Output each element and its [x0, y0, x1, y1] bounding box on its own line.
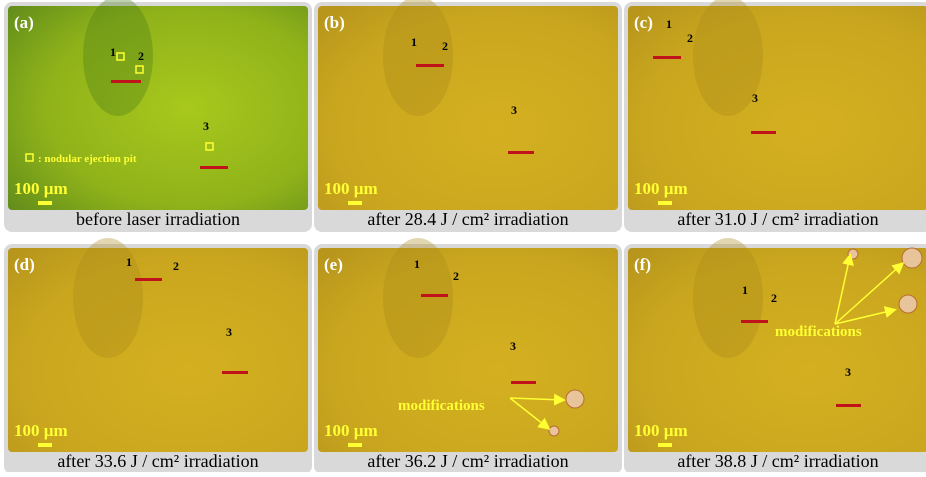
panel-label: (e)	[324, 255, 343, 274]
marker-bar	[741, 320, 768, 323]
point-label: 1	[411, 35, 417, 49]
point-label: 1	[742, 283, 748, 297]
scale-bar	[38, 201, 52, 205]
marker-bar	[111, 80, 141, 83]
marker-bar	[222, 371, 248, 374]
panel: (b) after 28.4 J / cm² irradiation 100 µm 1…	[314, 0, 622, 232]
marker-bar	[421, 294, 448, 297]
point-label: 1	[666, 17, 672, 31]
panel-label: (b)	[324, 13, 345, 32]
point-label: 3	[226, 325, 232, 339]
modification-spot	[549, 426, 559, 436]
panel: (d) after 33.6 J / cm² irradiation 100 µm 1…	[4, 238, 312, 472]
scale-bar	[348, 201, 362, 205]
panel-label: (d)	[14, 255, 35, 274]
point-label: 2	[442, 39, 448, 53]
marker-bar	[508, 151, 534, 154]
scale-bar-label: 100 µm	[324, 179, 378, 198]
scale-bar-label: 100 µm	[324, 421, 378, 440]
panel: (f) after 38.8 J / cm² irradiation 100 µm 1…	[624, 238, 926, 472]
point-label: 3	[752, 91, 758, 105]
marker-bar	[416, 64, 444, 67]
marker-bar	[751, 131, 776, 134]
annotation: modifications	[398, 398, 485, 414]
shadow	[693, 238, 763, 358]
modification-spot	[902, 248, 922, 268]
marker-bar	[200, 166, 228, 169]
marker-bar	[135, 278, 162, 281]
annotation: modifications	[775, 324, 862, 340]
point-label: 2	[138, 49, 144, 63]
point-label: 2	[687, 31, 693, 45]
point-label: 1	[414, 257, 420, 271]
point-label: 3	[510, 339, 516, 353]
caption: after 36.2 J / cm² irradiation	[367, 451, 568, 471]
scale-bar	[658, 443, 672, 447]
shadow	[383, 238, 453, 358]
marker-bar	[653, 56, 681, 59]
shadow	[383, 0, 453, 116]
panel: (e) after 36.2 J / cm² irradiation 100 µm 1…	[314, 238, 622, 472]
caption: before laser irradiation	[76, 209, 240, 229]
scale-bar	[38, 443, 52, 447]
scale-bar	[658, 201, 672, 205]
point-label: 3	[845, 365, 851, 379]
panel: (a) before laser irradiation 100 µm 1 2 3 : no…	[4, 0, 312, 232]
modification-spot	[566, 390, 584, 408]
panel-label: (a)	[14, 13, 34, 32]
caption: after 33.6 J / cm² irradiation	[57, 451, 258, 471]
point-label: 2	[771, 291, 777, 305]
caption: after 31.0 J / cm² irradiation	[677, 209, 878, 229]
panel-label: (f)	[634, 255, 651, 274]
legend-text: : nodular ejection pit	[38, 153, 137, 165]
scale-bar-label: 100 µm	[634, 421, 688, 440]
point-label: 1	[126, 255, 132, 269]
modification-spot	[899, 295, 917, 313]
panel: (c) after 31.0 J / cm² irradiation 100 µm 1…	[624, 0, 926, 232]
scale-bar-label: 100 µm	[14, 179, 68, 198]
shadow	[73, 238, 143, 358]
point-label: 3	[511, 103, 517, 117]
point-label: 3	[203, 119, 209, 133]
point-label: 1	[110, 45, 116, 59]
scale-bar	[348, 443, 362, 447]
point-label: 2	[453, 269, 459, 283]
point-label: 2	[173, 259, 179, 273]
panel-label: (c)	[634, 13, 653, 32]
caption: after 28.4 J / cm² irradiation	[367, 209, 568, 229]
marker-bar	[511, 381, 536, 384]
caption: after 38.8 J / cm² irradiation	[677, 451, 878, 471]
scale-bar-label: 100 µm	[14, 421, 68, 440]
marker-bar	[836, 404, 861, 407]
scale-bar-label: 100 µm	[634, 179, 688, 198]
figure: (a) before laser irradiation 100 µm 1 2 3 : no…	[0, 0, 926, 472]
